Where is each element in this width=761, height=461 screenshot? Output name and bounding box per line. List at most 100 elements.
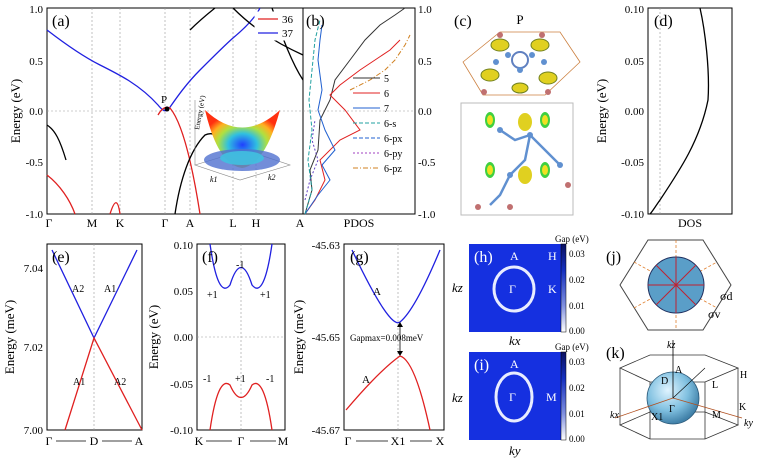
e-ytick: 7.04 bbox=[24, 263, 44, 275]
a-ytick: 1.0 bbox=[29, 4, 43, 16]
b-ytick: -1.0 bbox=[418, 209, 436, 221]
panel-e: (e) Energy (meV) A2 A1 A1 A2 7.04 7.02 7… bbox=[2, 243, 144, 448]
k-label-l: L bbox=[712, 380, 718, 391]
a-kpoint: A bbox=[186, 216, 195, 230]
i-cbar-tick: 0.02 bbox=[569, 383, 585, 393]
panel-j: (j) σd σv bbox=[606, 239, 732, 331]
i-cbar-title: Gap (eV) bbox=[555, 342, 589, 352]
g-ytick: -45.63 bbox=[312, 240, 341, 252]
d-ytick: -0.05 bbox=[621, 157, 644, 169]
h-cbar-tick: 0.02 bbox=[569, 275, 585, 285]
k-label-m: M bbox=[712, 410, 721, 421]
e-band-label: A2 bbox=[72, 284, 84, 295]
h-corner-k: K bbox=[548, 282, 557, 296]
charge-density-top bbox=[480, 32, 558, 95]
f-band-label: +1 bbox=[260, 290, 271, 301]
panel-f-ylabel: Energy (eV) bbox=[146, 305, 161, 369]
f-band-label: +1 bbox=[207, 290, 218, 301]
panel-c-p: P bbox=[516, 12, 523, 27]
panel-a-ylabel: Energy (eV) bbox=[8, 79, 23, 143]
b-legend-6: 6 bbox=[384, 89, 389, 100]
kx-axis bbox=[614, 397, 674, 419]
h-corner-gamma: Γ bbox=[509, 282, 516, 296]
f-band-label: +1 bbox=[235, 374, 246, 385]
g-band-label: A bbox=[373, 286, 381, 298]
e-ytick: 7.02 bbox=[24, 342, 43, 354]
panel-e-ylabel: Energy (meV) bbox=[2, 300, 17, 374]
panel-h-label: (h) bbox=[474, 249, 493, 266]
charge-density-side bbox=[475, 112, 571, 210]
i-cbar-tick: 0.01 bbox=[569, 409, 585, 419]
f-ytick: 0.05 bbox=[174, 286, 194, 298]
h-ylabel: kz bbox=[452, 280, 463, 295]
g-kpoint: X1 bbox=[391, 434, 406, 448]
i-corner-gamma: Γ bbox=[509, 390, 516, 404]
e-kpoint: Γ bbox=[46, 434, 53, 448]
k-label-kz: kz bbox=[667, 340, 675, 351]
panel-d-xlabel: DOS bbox=[678, 216, 702, 230]
d-ytick: 0.10 bbox=[625, 4, 645, 16]
k-label-gamma: Γ bbox=[669, 404, 675, 415]
e-band-label: A1 bbox=[104, 284, 116, 295]
a-kpoint: A bbox=[296, 216, 305, 230]
a-ytick: -1.0 bbox=[26, 209, 44, 221]
dos-curve bbox=[649, 7, 710, 215]
panel-g-label: (g) bbox=[350, 249, 369, 266]
b-legend-6pz: 6-pz bbox=[384, 164, 402, 175]
i-map bbox=[469, 352, 561, 440]
f-band-label: -1 bbox=[203, 374, 211, 385]
panel-d-label: (d) bbox=[654, 13, 673, 30]
f-band-label: -1 bbox=[236, 260, 244, 271]
h-cbar-title: Gap (eV) bbox=[555, 234, 589, 244]
panel-a-label: (a) bbox=[52, 13, 70, 30]
h-colorbar bbox=[560, 243, 567, 333]
a-kpoint: M bbox=[87, 216, 98, 230]
f-ytick: 0.00 bbox=[174, 332, 194, 344]
panel-g: (g) Energy (meV) Gapmax=0.008meV A A -45… bbox=[291, 240, 445, 448]
i-cbar-tick: 0.03 bbox=[569, 357, 585, 367]
a-ytick: 0.5 bbox=[29, 56, 43, 68]
d-ytick: -0.10 bbox=[621, 209, 644, 221]
band-36-k bbox=[109, 202, 121, 215]
b-ytick: -0.5 bbox=[418, 157, 436, 169]
k-label-ky: ky bbox=[744, 418, 753, 429]
inset-zlabel: Energy (eV) bbox=[193, 94, 207, 130]
b-legend-6px: 6-px bbox=[384, 134, 402, 145]
h-cbar-tick: 0.03 bbox=[569, 249, 585, 259]
g-ytick: -45.67 bbox=[312, 425, 341, 437]
b-legend-6s: 6-s bbox=[384, 119, 396, 130]
panel-d-ylabel: Energy (eV) bbox=[594, 79, 609, 143]
panel-c-label: (c) bbox=[454, 13, 472, 30]
h-corner-h: H bbox=[548, 249, 557, 263]
h-cbar-tick: 0.01 bbox=[569, 301, 585, 311]
side-view-box bbox=[460, 102, 574, 216]
f-ytick: 0.10 bbox=[174, 240, 194, 252]
b-ytick: 1.0 bbox=[418, 4, 432, 16]
panel-e-label: (e) bbox=[52, 249, 70, 266]
a-kpoint: Γ bbox=[46, 216, 53, 230]
panel-g-frame bbox=[343, 243, 445, 431]
panel-i: (i) A Γ M kz ky Gap (eV) 0.03 0.02 0.01 … bbox=[452, 342, 589, 458]
band-37 bbox=[46, 7, 261, 112]
k-label-x1: X1 bbox=[651, 412, 663, 423]
g-red bbox=[345, 355, 431, 431]
a-kpoint: L bbox=[229, 216, 236, 230]
sigma-d: σd bbox=[720, 289, 732, 303]
panel-g-ylabel: Energy (meV) bbox=[291, 300, 306, 374]
panel-h: (h) A H Γ K kz kx Gap (eV) 0.03 0.02 0.0… bbox=[452, 234, 589, 348]
point-p-marker bbox=[164, 106, 170, 112]
legend-37: 37 bbox=[282, 28, 294, 40]
f-kpoint: M bbox=[278, 434, 289, 448]
a-kpoint: K bbox=[116, 216, 125, 230]
band-36-left bbox=[46, 174, 76, 215]
i-corner-a: A bbox=[510, 357, 519, 371]
k-label-kx: kx bbox=[610, 410, 619, 421]
panel-b: (b) PDOS 1.0 0.5 0.0 -0.5 -1.0 5 6 7 6-s… bbox=[302, 4, 436, 230]
i-xlabel: ky bbox=[509, 443, 521, 458]
panel-a: P (a) Energy (eV) 1.0 0.5 0.0 -0.5 -1.0 … bbox=[8, 4, 305, 230]
e-kpoint: D bbox=[90, 434, 99, 448]
hexagon bbox=[619, 239, 732, 331]
b-ytick: 0.0 bbox=[418, 106, 432, 118]
panel-i-label: (i) bbox=[474, 357, 489, 374]
